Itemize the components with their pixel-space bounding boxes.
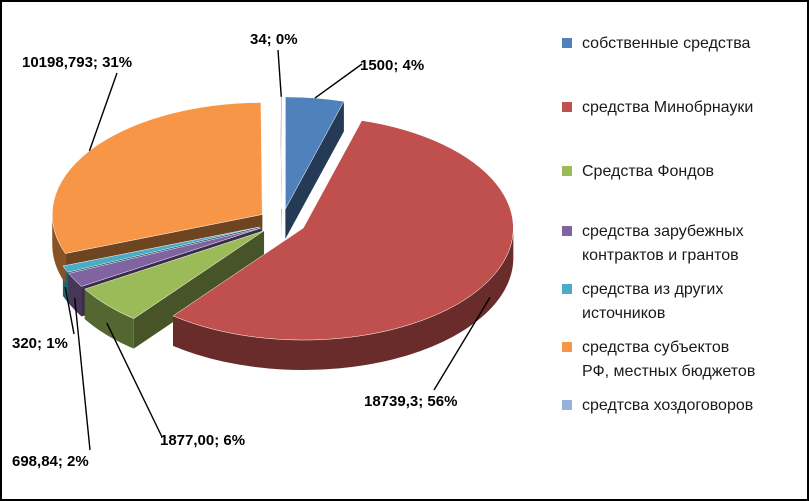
leader-line xyxy=(106,322,163,438)
legend-item: собственные средства xyxy=(562,32,802,56)
pie-slice xyxy=(172,120,514,341)
legend-item: средства субъектов РФ, местных бюджетов xyxy=(562,336,802,384)
leader-line xyxy=(433,297,491,391)
pie-slice-side xyxy=(52,214,66,284)
pie-slice-side xyxy=(173,228,514,371)
data-labels: 1500; 4% 18739,3; 56% 1877,00; 6% 698,84; 2… xyxy=(12,31,491,470)
legend-label: средства из других xyxy=(582,281,724,298)
pie-slice xyxy=(52,102,263,254)
legend-item: средства Минобрнауки xyxy=(562,96,802,120)
legend-swatch xyxy=(562,400,572,410)
pie-slice xyxy=(285,96,345,210)
legend-item: средства зарубежных контрактов и грантов xyxy=(562,220,802,268)
data-label: 320; 1% xyxy=(12,335,68,352)
pie-slice xyxy=(84,230,265,319)
pie-slice-side xyxy=(68,273,82,317)
pie-slice-edge xyxy=(285,101,344,239)
legend-swatch xyxy=(562,342,572,352)
chart-legend: собственные средства средства Минобрнаук… xyxy=(562,32,802,418)
legend-label: собственные средства xyxy=(582,35,751,52)
legend-label: Средства Фондов xyxy=(582,163,714,180)
legend-item: средтсва хоздоговоров xyxy=(562,394,802,418)
leader-line xyxy=(88,72,118,152)
legend-swatch xyxy=(562,102,572,112)
legend-swatch xyxy=(562,284,572,294)
pie-slice xyxy=(62,226,260,273)
pie-tops xyxy=(52,96,514,341)
data-label: 18739,3; 56% xyxy=(364,393,457,410)
legend-label: РФ, местных бюджетов xyxy=(582,363,756,380)
legend-label: источников xyxy=(582,305,666,322)
legend-label: средтсва хоздоговоров xyxy=(582,397,754,414)
data-label: 34; 0% xyxy=(250,31,298,48)
legend-swatch xyxy=(562,38,572,48)
data-label: 10198,793; 31% xyxy=(22,54,132,71)
pie-slice-side xyxy=(84,289,134,349)
pie-slice xyxy=(68,227,261,287)
legend-swatch xyxy=(562,226,572,236)
legend-label: контрактов и грантов xyxy=(582,247,739,264)
legend-swatch xyxy=(562,166,572,176)
data-label: 1500; 4% xyxy=(360,57,424,74)
leader-line xyxy=(314,63,363,99)
leader-line xyxy=(73,297,91,451)
leader-line xyxy=(277,49,282,97)
legend-label: средства субъектов xyxy=(582,339,730,356)
data-label: 698,84; 2% xyxy=(12,453,89,470)
legend-label: средства Минобрнауки xyxy=(582,99,754,116)
pie-slice xyxy=(280,96,283,209)
legend-label: средства зарубежных xyxy=(582,223,744,240)
legend-item: средства из других источников xyxy=(562,278,802,326)
leader-line xyxy=(64,287,75,335)
pie-slice-edge xyxy=(133,230,265,349)
data-label: 1877,00; 6% xyxy=(160,432,245,449)
legend-item: Средства Фондов xyxy=(562,160,802,184)
